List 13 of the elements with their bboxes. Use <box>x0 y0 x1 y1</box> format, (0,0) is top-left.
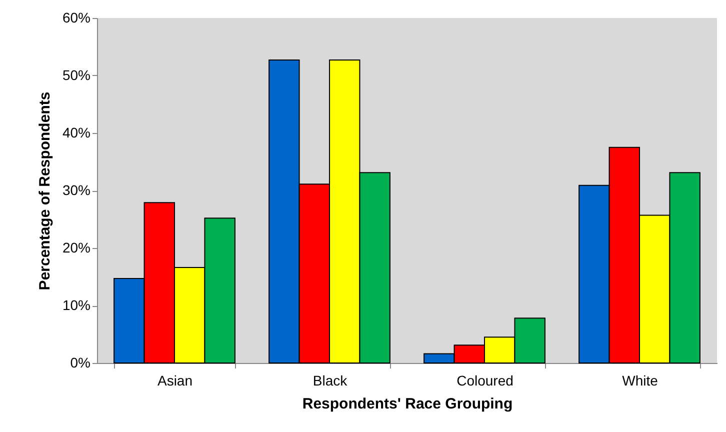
y-tick-label: 60% <box>62 10 90 26</box>
x-tick-label: Asian <box>157 372 193 388</box>
x-tick-label: Black <box>312 372 348 388</box>
x-axis-title: Respondents' Race Grouping <box>302 396 513 412</box>
y-tick-label: 30% <box>62 182 90 198</box>
x-tick-label: Coloured <box>456 372 514 388</box>
y-tick-label: 0% <box>70 354 90 370</box>
y-tick-label: 50% <box>62 67 90 83</box>
x-tick-label: White <box>622 372 658 388</box>
y-tick-label: 40% <box>62 124 90 140</box>
y-tick-label: 20% <box>62 240 90 256</box>
y-tick-label: 10% <box>62 297 90 313</box>
y-axis-title: Percentage of Respondents <box>36 92 54 290</box>
